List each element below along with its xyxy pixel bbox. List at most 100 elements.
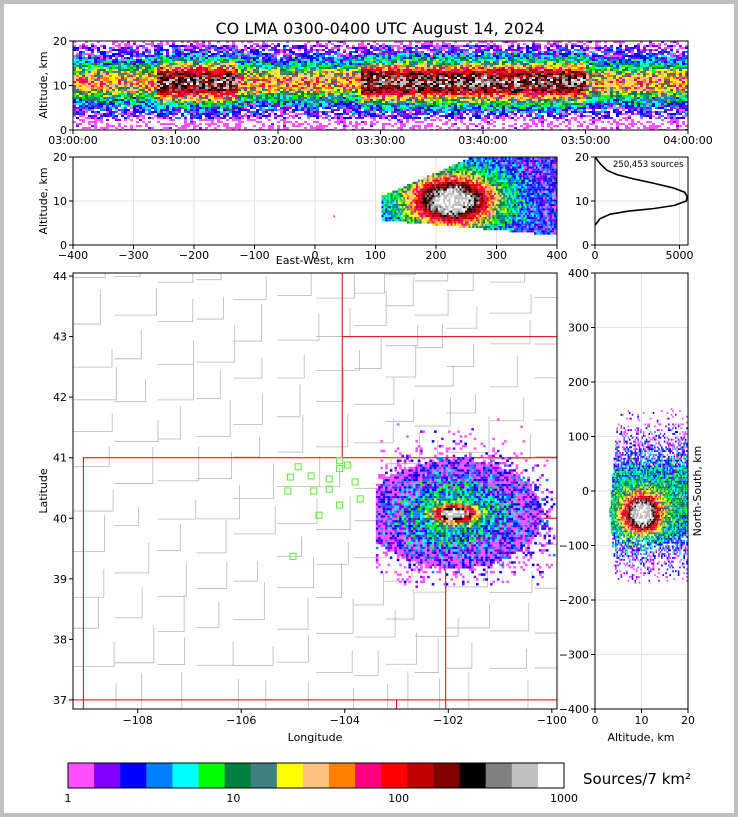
time-height-cell bbox=[190, 71, 193, 73]
time-height-cell bbox=[124, 59, 127, 61]
time-height-cell bbox=[421, 105, 424, 107]
time-height-cell bbox=[322, 89, 325, 91]
time-height-cell bbox=[286, 59, 289, 61]
time-height-cell bbox=[406, 51, 409, 53]
time-height-cell bbox=[208, 85, 211, 87]
time-height-cell bbox=[112, 71, 115, 73]
time-height-cell bbox=[463, 111, 466, 113]
time-height-cell bbox=[211, 105, 214, 107]
time-height-cell bbox=[130, 77, 133, 79]
time-height-cell bbox=[310, 67, 313, 69]
time-height-cell bbox=[403, 77, 406, 79]
time-height-cell bbox=[139, 105, 142, 107]
time-height-cell bbox=[436, 93, 439, 95]
time-height-cell bbox=[256, 91, 259, 93]
time-height-cell bbox=[409, 95, 412, 97]
time-height-cell bbox=[433, 69, 436, 71]
time-height-cell bbox=[451, 77, 454, 79]
time-height-cell bbox=[436, 79, 439, 81]
time-height-cell bbox=[259, 69, 262, 71]
time-height-cell bbox=[88, 61, 91, 63]
time-height-cell bbox=[133, 101, 136, 103]
time-height-cell bbox=[145, 83, 148, 85]
time-height-cell bbox=[454, 47, 457, 49]
time-height-cell bbox=[469, 89, 472, 91]
time-height-cell bbox=[85, 89, 88, 91]
time-height-cell bbox=[253, 73, 256, 75]
time-height-cell bbox=[169, 123, 172, 125]
time-height-cell bbox=[109, 47, 112, 49]
time-height-cell bbox=[307, 51, 310, 53]
time-height-cell bbox=[403, 71, 406, 73]
time-height-cell bbox=[193, 113, 196, 115]
time-height-cell bbox=[220, 99, 223, 101]
time-height-cell bbox=[271, 71, 274, 73]
time-height-cell bbox=[79, 115, 82, 117]
time-height-cell bbox=[103, 113, 106, 115]
time-height-cell bbox=[325, 91, 328, 93]
time-height-cell bbox=[202, 111, 205, 113]
time-height-cell bbox=[232, 55, 235, 57]
time-height-cell bbox=[379, 51, 382, 53]
time-height-cell bbox=[214, 77, 217, 79]
time-height-cell bbox=[439, 89, 442, 91]
time-height-cell bbox=[160, 89, 163, 91]
time-height-cell bbox=[394, 99, 397, 101]
time-height-cell bbox=[343, 95, 346, 97]
time-height-cell bbox=[136, 71, 139, 73]
time-height-cell bbox=[454, 87, 457, 89]
time-height-cell bbox=[145, 87, 148, 89]
time-height-cell bbox=[430, 45, 433, 47]
time-height-cell bbox=[307, 123, 310, 125]
time-height-cell bbox=[400, 47, 403, 49]
time-height-cell bbox=[388, 115, 391, 117]
time-height-cell bbox=[304, 87, 307, 89]
time-height-cell bbox=[379, 49, 382, 51]
time-height-cell bbox=[205, 91, 208, 93]
time-height-cell bbox=[124, 63, 127, 65]
time-height-cell bbox=[268, 99, 271, 101]
time-height-cell bbox=[256, 69, 259, 71]
time-height-cell bbox=[262, 89, 265, 91]
time-height-cell bbox=[130, 103, 133, 105]
time-height-cell bbox=[94, 65, 97, 67]
time-height-cell bbox=[358, 101, 361, 103]
time-height-cell bbox=[292, 67, 295, 69]
time-height-cell bbox=[334, 103, 337, 105]
time-height-cell bbox=[175, 65, 178, 67]
time-height-cell bbox=[202, 89, 205, 91]
time-height-cell bbox=[169, 83, 172, 85]
time-height-cell bbox=[256, 59, 259, 61]
time-height-cell bbox=[286, 73, 289, 75]
time-height-cell bbox=[352, 93, 355, 95]
time-height-cell bbox=[337, 93, 340, 95]
time-height-cell bbox=[193, 97, 196, 99]
time-height-cell bbox=[187, 91, 190, 93]
time-height-cell bbox=[430, 43, 433, 45]
time-height-cell bbox=[163, 103, 166, 105]
time-height-cell bbox=[253, 119, 256, 121]
time-height-cell bbox=[382, 51, 385, 53]
time-height-cell bbox=[343, 51, 346, 53]
time-height-cell bbox=[439, 127, 442, 129]
time-height-cell bbox=[232, 117, 235, 119]
time-height-cell bbox=[394, 75, 397, 77]
time-height-cell bbox=[127, 91, 130, 93]
time-height-cell bbox=[91, 59, 94, 61]
time-height-cell bbox=[202, 51, 205, 53]
time-height-cell bbox=[286, 65, 289, 67]
time-height-cell bbox=[379, 99, 382, 101]
time-height-cell bbox=[394, 51, 397, 53]
time-height-cell bbox=[358, 47, 361, 49]
time-height-cell bbox=[361, 71, 364, 73]
time-height-cell bbox=[445, 81, 448, 83]
time-height-cell bbox=[271, 43, 274, 45]
time-height-cell bbox=[100, 97, 103, 99]
time-height-cell bbox=[256, 81, 259, 83]
time-height-cell bbox=[352, 97, 355, 99]
time-height-cell bbox=[187, 111, 190, 113]
time-height-cell bbox=[292, 69, 295, 71]
time-height-cell bbox=[163, 91, 166, 93]
time-height-cell bbox=[397, 51, 400, 53]
time-height-cell bbox=[460, 107, 463, 109]
